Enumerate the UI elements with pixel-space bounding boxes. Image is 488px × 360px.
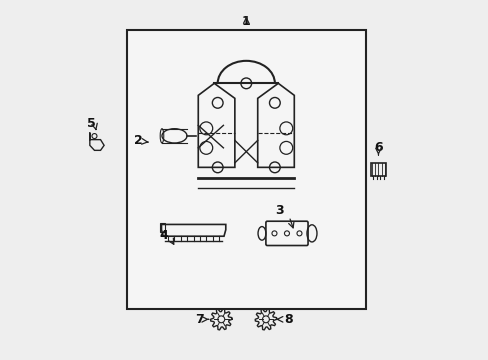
Text: 3: 3	[275, 204, 283, 217]
Bar	[126, 30, 365, 309]
Bar	[160, 222, 165, 231]
Text: 1: 1	[242, 14, 250, 27]
Bar	[370, 163, 386, 176]
Text: 2: 2	[134, 134, 142, 147]
Text: 6: 6	[373, 141, 382, 154]
Text: 7: 7	[194, 313, 203, 326]
Text: 4: 4	[159, 229, 167, 242]
Text: 5: 5	[87, 117, 96, 130]
Text: 8: 8	[283, 313, 292, 326]
